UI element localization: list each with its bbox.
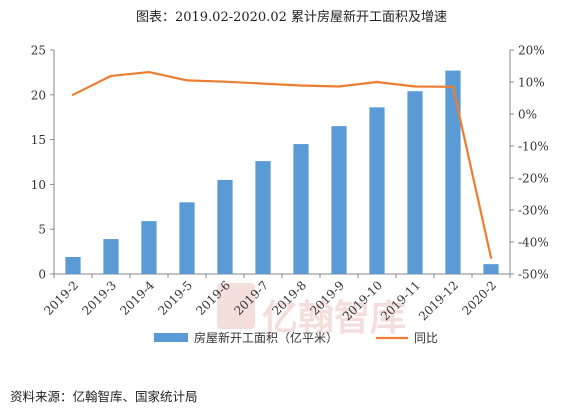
bar	[369, 107, 385, 275]
y-tick-label-right: 20%	[518, 44, 545, 58]
line-point	[413, 85, 417, 88]
bar	[483, 264, 499, 274]
line-series	[71, 70, 493, 259]
line-point	[299, 84, 303, 87]
y-tick-label-right: -10%	[518, 140, 549, 154]
y-tick-label-right: -30%	[518, 204, 549, 218]
line-point	[337, 85, 341, 88]
x-tick-label: 2019-4	[117, 278, 157, 318]
bar	[255, 161, 271, 274]
line-point	[185, 79, 189, 82]
x-tick-label: 2019-12	[416, 278, 461, 323]
x-tick-label: 2020-2	[459, 278, 499, 318]
legend: 房屋新开工面积（亿平米） 同比	[154, 330, 438, 345]
bar	[141, 221, 157, 274]
bar	[407, 91, 423, 274]
bar	[445, 70, 461, 274]
y-tick-label-left: 20	[31, 88, 46, 102]
y-tick-label-right: 10%	[518, 76, 545, 90]
line-point	[223, 80, 227, 83]
bar	[179, 202, 195, 274]
svg-text:亿翰智库: 亿翰智库	[262, 297, 406, 339]
watermark-logo: 亿翰智库	[217, 283, 406, 339]
y-tick-label-right: 0%	[518, 108, 537, 122]
x-tick-label: 2019-5	[155, 278, 195, 318]
line-point	[451, 85, 455, 89]
y-tick-label-left: 0	[38, 268, 46, 282]
legend-label-bar: 房屋新开工面积（亿平米）	[194, 330, 338, 345]
bar	[331, 126, 347, 274]
x-tick-label: 2019-2	[41, 278, 81, 318]
line-point	[71, 93, 75, 97]
line-point	[109, 74, 113, 78]
source-note: 资料来源：亿翰智库、国家统计局	[10, 389, 198, 404]
bar	[65, 256, 81, 274]
bar	[217, 179, 233, 274]
legend-label-line: 同比	[414, 331, 438, 345]
bar	[103, 239, 119, 274]
line-point	[261, 82, 265, 85]
bar-series	[65, 70, 499, 275]
y-tick-label-left: 15	[31, 133, 46, 147]
line-point	[147, 70, 151, 74]
bar	[293, 144, 309, 274]
y-tick-label-right: -20%	[518, 172, 549, 186]
y-tick-label-left: 10	[31, 178, 46, 192]
series-line	[72, 70, 493, 258]
y-tick-label-left: 5	[38, 223, 46, 237]
legend-swatch-bar	[154, 333, 188, 342]
y-tick-label-left: 25	[31, 44, 46, 58]
line-point	[489, 256, 493, 259]
line-point	[375, 80, 379, 84]
chart-title: 图表：2019.02-2020.02 累计房屋新开工面积及增速	[135, 10, 448, 25]
x-tick-label: 2019-3	[79, 278, 119, 318]
y-tick-label-right: -50%	[518, 268, 549, 282]
y-tick-label-right: -40%	[518, 236, 549, 250]
